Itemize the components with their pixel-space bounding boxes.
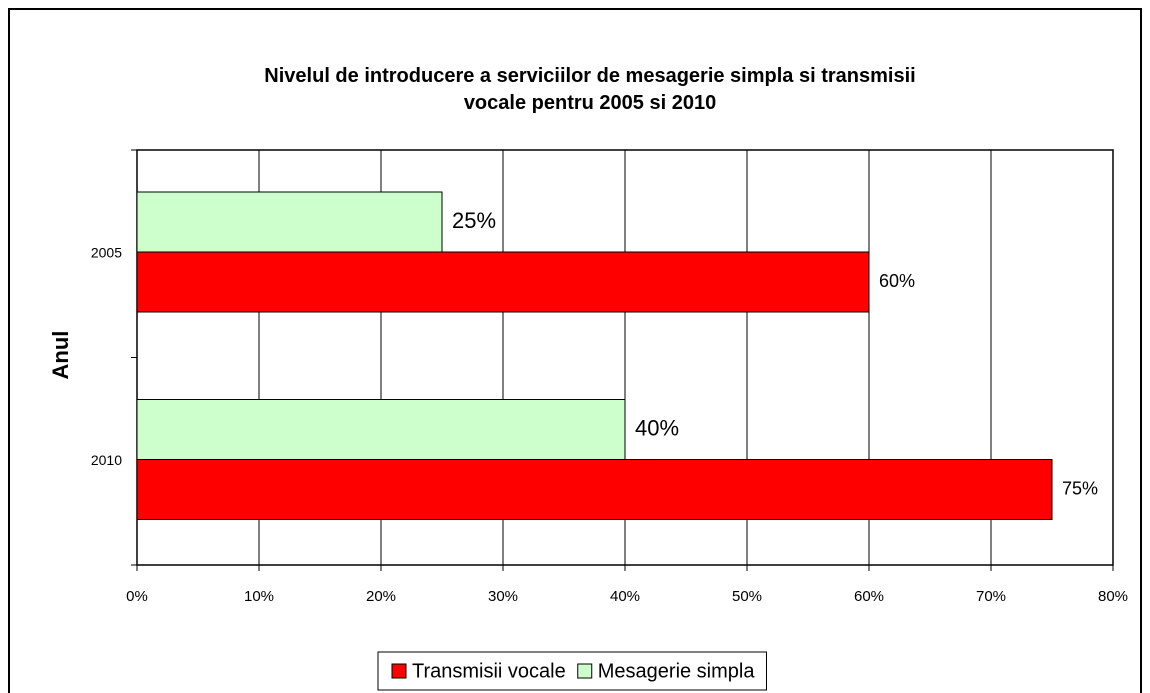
x-tick-label: 30% bbox=[488, 588, 518, 605]
bar bbox=[136, 191, 443, 253]
data-label: 25% bbox=[452, 208, 496, 233]
x-tick-label: 10% bbox=[244, 588, 274, 605]
data-label: 75% bbox=[1062, 478, 1098, 498]
x-tick-label: 50% bbox=[732, 588, 762, 605]
legend-swatch bbox=[577, 663, 593, 679]
bar bbox=[136, 251, 870, 313]
legend-label: Transmisii vocale bbox=[412, 660, 566, 682]
chart-frame bbox=[8, 8, 1142, 693]
legend-box bbox=[377, 651, 767, 691]
x-tick-label: 20% bbox=[366, 588, 396, 605]
y-axis-label: Anul bbox=[48, 331, 73, 380]
x-tick-label: 0% bbox=[126, 588, 148, 605]
x-tick-label: 40% bbox=[610, 588, 640, 605]
legend-label: Mesagerie simpla bbox=[598, 660, 756, 682]
bar bbox=[136, 399, 626, 460]
x-tick-label: 80% bbox=[1098, 588, 1128, 605]
x-tick-label: 70% bbox=[976, 588, 1006, 605]
data-label: 40% bbox=[635, 415, 679, 440]
x-tick-label: 60% bbox=[854, 588, 884, 605]
legend: Transmisii vocale Mesagerie simpla bbox=[377, 651, 767, 691]
data-label: 60% bbox=[879, 271, 915, 291]
chart-title: Nivelul de introducere a serviciilor de … bbox=[264, 65, 915, 114]
bar bbox=[136, 459, 1053, 520]
y-tick-label: 2005 bbox=[91, 244, 122, 260]
y-tick-label: 2010 bbox=[91, 452, 122, 468]
legend-swatch bbox=[391, 663, 407, 679]
